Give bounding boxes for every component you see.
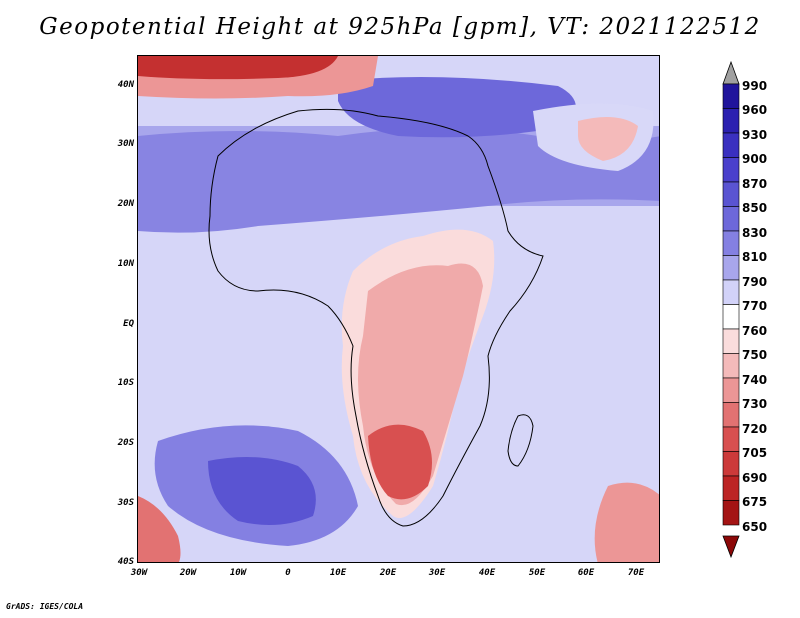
africa-coastline <box>208 108 544 527</box>
lon-label-40e: 40E <box>478 568 496 578</box>
colorbar-label-960: 960 <box>742 103 768 117</box>
colorbar-label-675: 675 <box>742 495 768 509</box>
colorbar-swatch <box>722 255 740 281</box>
southeast-low <box>594 482 659 562</box>
colorbar-swatch <box>722 157 740 183</box>
lat-label-20s: 20S <box>117 438 134 448</box>
colorbar-bottom-triangle <box>722 535 740 559</box>
colorbar-label-730: 730 <box>742 397 768 411</box>
lat-label-40n: 40N <box>117 80 134 90</box>
colorbar-swatch <box>722 230 740 256</box>
colorbar-swatch <box>722 132 740 158</box>
lon-label-50e: 50E <box>528 568 546 578</box>
arabia-warm-core <box>578 117 638 161</box>
grads-credit: GrADS: IGES/COLA <box>6 602 84 611</box>
lat-label-30n: 30N <box>117 139 134 149</box>
colorbar-label-720: 720 <box>742 422 768 436</box>
geopotential-map <box>138 56 659 562</box>
southwest-low <box>138 496 181 562</box>
colorbar-label-760: 760 <box>742 324 768 338</box>
lat-label-10s: 10S <box>117 378 134 388</box>
colorbar-swatch <box>722 206 740 232</box>
lon-label-30w: 30W <box>130 568 148 578</box>
lon-label-20e: 20E <box>379 568 397 578</box>
colorbar-swatch <box>722 83 740 109</box>
colorbar-top-triangle <box>722 60 740 85</box>
lon-label-70e: 70E <box>627 568 645 578</box>
map-panel <box>137 55 660 563</box>
colorbar-swatch <box>722 500 740 526</box>
colorbar-label-810: 810 <box>742 250 768 264</box>
colorbar-label-690: 690 <box>742 471 768 485</box>
colorbar-label-830: 830 <box>742 226 768 240</box>
colorbar-swatch <box>722 377 740 403</box>
iberia-low-core <box>138 56 338 80</box>
colorbar-swatch <box>722 475 740 501</box>
colorbar <box>722 60 740 559</box>
lon-label-10e: 10E <box>329 568 347 578</box>
lat-label-20n: 20N <box>117 199 134 209</box>
colorbar-label-750: 750 <box>742 348 768 362</box>
colorbar-swatch <box>722 426 740 452</box>
colorbar-label-790: 790 <box>742 275 768 289</box>
madagascar-outline <box>507 414 534 467</box>
colorbar-swatch <box>722 304 740 330</box>
lat-label-eq: EQ <box>123 319 134 329</box>
lon-label-0: 0 <box>285 568 291 578</box>
colorbar-label-900: 900 <box>742 152 768 166</box>
colorbar-swatch <box>722 328 740 354</box>
lon-label-20w: 20W <box>179 568 197 578</box>
colorbar-swatch <box>722 181 740 207</box>
colorbar-swatch <box>722 451 740 477</box>
colorbar-swatch <box>722 279 740 305</box>
lat-label-30s: 30S <box>117 498 134 508</box>
colorbar-swatch <box>722 108 740 134</box>
africa-low-core <box>368 424 432 500</box>
lat-label-40s: 40S <box>117 557 134 567</box>
colorbar-label-770: 770 <box>742 299 768 313</box>
lon-label-10w: 10W <box>229 568 247 578</box>
lon-label-30e: 30E <box>428 568 446 578</box>
colorbar-label-740: 740 <box>742 373 768 387</box>
sahara-band <box>138 128 659 233</box>
colorbar-label-650: 650 <box>742 520 768 534</box>
colorbar-swatch <box>722 402 740 428</box>
atlantic-high-core <box>208 457 316 525</box>
colorbar-label-930: 930 <box>742 128 768 142</box>
mediterranean-high <box>338 77 576 138</box>
lon-label-60e: 60E <box>577 568 595 578</box>
colorbar-label-705: 705 <box>742 446 768 460</box>
colorbar-label-850: 850 <box>742 201 768 215</box>
colorbar-label-990: 990 <box>742 79 768 93</box>
map-title: Geopotential Height at 925hPa [gpm], VT:… <box>39 14 761 40</box>
colorbar-swatch <box>722 353 740 379</box>
colorbar-label-870: 870 <box>742 177 768 191</box>
lat-label-10n: 10N <box>117 259 134 269</box>
